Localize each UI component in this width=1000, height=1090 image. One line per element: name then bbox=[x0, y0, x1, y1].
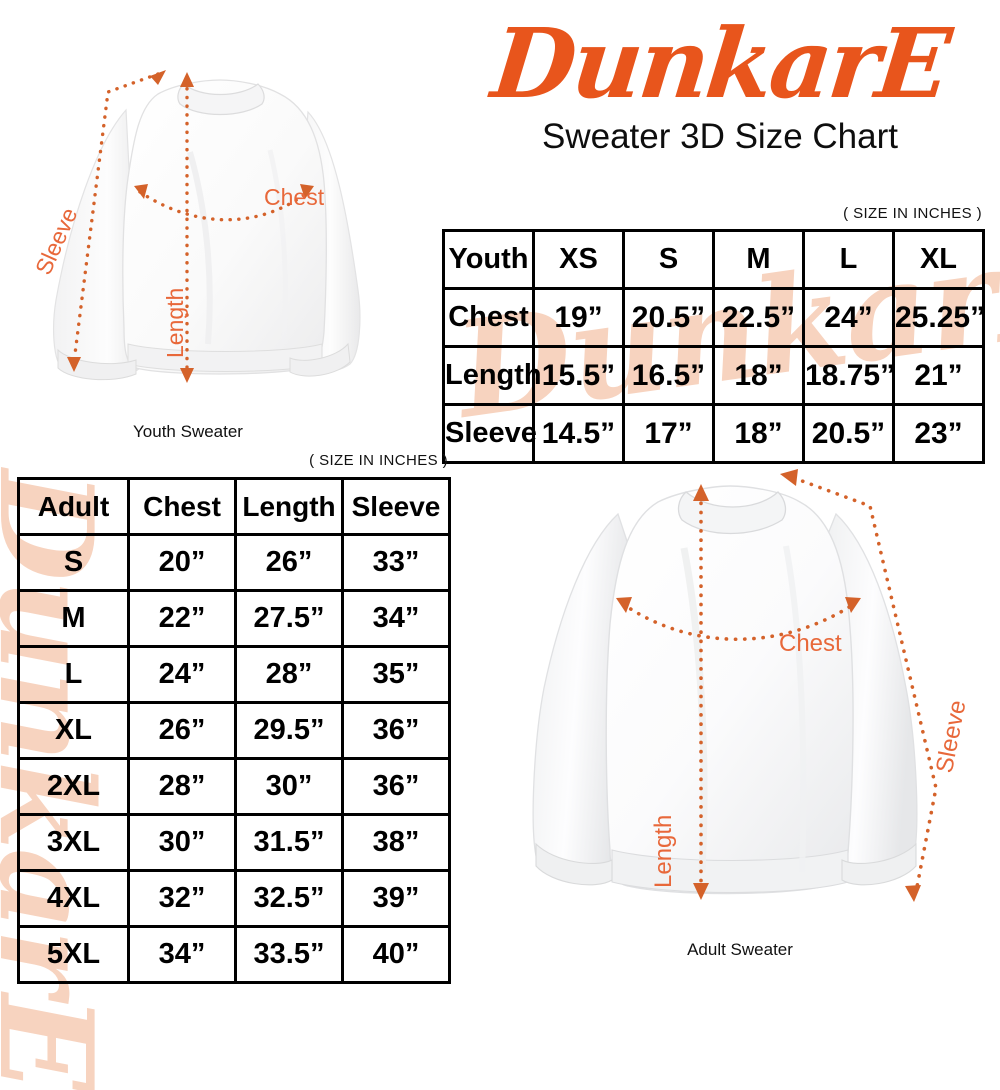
youth-row-label-sleeve: Sleeve bbox=[442, 403, 537, 464]
table-cell: 28” bbox=[234, 645, 344, 704]
table-row: Adult Chest Length Sleeve bbox=[17, 477, 451, 536]
table-cell: 22.5” bbox=[712, 287, 805, 348]
adult-unit-note: ( SIZE IN INCHES ) bbox=[309, 452, 448, 469]
table-cell: 28” bbox=[127, 757, 237, 816]
youth-sweater-illustration bbox=[8, 32, 438, 392]
page-title: Sweater 3D Size Chart bbox=[542, 117, 898, 157]
table-row: Sleeve 14.5” 17” 18” 20.5” 23” bbox=[442, 403, 985, 464]
adult-col-length: Length bbox=[234, 477, 344, 536]
table-cell: 29.5” bbox=[234, 701, 344, 760]
table-cell: 18” bbox=[712, 345, 805, 406]
adult-col-chest: Chest bbox=[127, 477, 237, 536]
table-cell: 24” bbox=[802, 287, 895, 348]
table-cell: 33.5” bbox=[234, 925, 344, 984]
youth-length-label: Length bbox=[162, 287, 188, 358]
table-row: 2XL 28” 30” 36” bbox=[17, 757, 451, 816]
table-row: Length 15.5” 16.5” 18” 18.75” 21” bbox=[442, 345, 985, 406]
table-cell: 32.5” bbox=[234, 869, 344, 928]
adult-row-label-xl: XL bbox=[17, 701, 130, 760]
table-cell: 32” bbox=[127, 869, 237, 928]
adult-sweater-svg bbox=[532, 469, 938, 902]
table-row: XL 26” 29.5” 36” bbox=[17, 701, 451, 760]
adult-row-label-2xl: 2XL bbox=[17, 757, 130, 816]
brand-header: DunkarE Sweater 3D Size Chart bbox=[450, 7, 990, 157]
brand-logo: DunkarE bbox=[486, 7, 954, 120]
adult-sweater-illustration bbox=[468, 452, 988, 952]
adult-corner-label: Adult bbox=[17, 477, 130, 536]
youth-row-label-chest: Chest bbox=[442, 287, 535, 348]
adult-chest-label: Chest bbox=[779, 630, 842, 657]
table-cell: 17” bbox=[622, 403, 715, 464]
table-row: Youth XS S M L XL bbox=[442, 229, 985, 290]
table-cell: 18.75” bbox=[802, 345, 895, 406]
table-cell: 21” bbox=[892, 345, 985, 406]
table-row: 3XL 30” 31.5” 38” bbox=[17, 813, 451, 872]
adult-measurement-guides bbox=[621, 476, 938, 894]
adult-length-label: Length bbox=[650, 814, 677, 888]
table-cell: 34” bbox=[127, 925, 237, 984]
table-cell: 18” bbox=[712, 403, 805, 464]
youth-unit-note: ( SIZE IN INCHES ) bbox=[843, 205, 982, 222]
adult-row-label-5xl: 5XL bbox=[17, 925, 130, 984]
table-row: L 24” 28” 35” bbox=[17, 645, 451, 704]
youth-row-label-length: Length bbox=[442, 345, 542, 406]
youth-size-table: Youth XS S M L XL Chest 19” 20.5” 22.5” … bbox=[442, 229, 985, 464]
youth-col-m: M bbox=[712, 229, 805, 290]
table-cell: 36” bbox=[341, 701, 451, 760]
table-cell: 19” bbox=[532, 287, 625, 348]
table-cell: 27.5” bbox=[234, 589, 344, 648]
table-cell: 30” bbox=[234, 757, 344, 816]
youth-col-xl: XL bbox=[892, 229, 985, 290]
table-cell: 16.5” bbox=[622, 345, 715, 406]
youth-measurement-guides bbox=[72, 72, 310, 377]
table-cell: 20.5” bbox=[622, 287, 715, 348]
youth-col-xs: XS bbox=[532, 229, 625, 290]
adult-row-label-m: M bbox=[17, 589, 130, 648]
table-cell: 31.5” bbox=[234, 813, 344, 872]
table-cell: 40” bbox=[341, 925, 451, 984]
table-row: S 20” 26” 33” bbox=[17, 533, 451, 592]
table-row: 5XL 34” 33.5” 40” bbox=[17, 925, 451, 984]
youth-corner-label: Youth bbox=[442, 229, 535, 290]
table-cell: 39” bbox=[341, 869, 451, 928]
youth-col-l: L bbox=[802, 229, 895, 290]
table-cell: 20.5” bbox=[802, 403, 895, 464]
table-cell: 24” bbox=[127, 645, 237, 704]
table-cell: 30” bbox=[127, 813, 237, 872]
youth-col-s: S bbox=[622, 229, 715, 290]
table-cell: 38” bbox=[341, 813, 451, 872]
table-row: Chest 19” 20.5” 22.5” 24” 25.25” bbox=[442, 287, 985, 348]
table-cell: 35” bbox=[341, 645, 451, 704]
table-cell: 33” bbox=[341, 533, 451, 592]
table-cell: 26” bbox=[127, 701, 237, 760]
table-cell: 22” bbox=[127, 589, 237, 648]
adult-col-sleeve: Sleeve bbox=[341, 477, 451, 536]
table-row: 4XL 32” 32.5” 39” bbox=[17, 869, 451, 928]
adult-size-table: Adult Chest Length Sleeve S 20” 26” 33” … bbox=[17, 477, 451, 984]
table-cell: 15.5” bbox=[532, 345, 625, 406]
table-cell: 25.25” bbox=[892, 287, 985, 348]
size-chart-canvas: DunkarE DunkarE DunkarE Sweater 3D Size … bbox=[0, 7, 1000, 1090]
table-row: M 22” 27.5” 34” bbox=[17, 589, 451, 648]
adult-row-label-3xl: 3XL bbox=[17, 813, 130, 872]
adult-sweater-caption: Adult Sweater bbox=[687, 940, 793, 959]
table-cell: 36” bbox=[341, 757, 451, 816]
table-cell: 34” bbox=[341, 589, 451, 648]
table-cell: 20” bbox=[127, 533, 237, 592]
adult-row-label-s: S bbox=[17, 533, 130, 592]
table-cell: 14.5” bbox=[532, 403, 625, 464]
table-cell: 23” bbox=[892, 403, 985, 464]
youth-measurement-arrowheads bbox=[67, 70, 314, 383]
youth-sweater-caption: Youth Sweater bbox=[133, 422, 243, 441]
table-cell: 26” bbox=[234, 533, 344, 592]
adult-measurement-arrowheads bbox=[616, 469, 921, 902]
youth-sweater-svg bbox=[53, 70, 361, 383]
adult-row-label-4xl: 4XL bbox=[17, 869, 130, 928]
youth-chest-label: Chest bbox=[264, 184, 325, 210]
adult-row-label-l: L bbox=[17, 645, 130, 704]
